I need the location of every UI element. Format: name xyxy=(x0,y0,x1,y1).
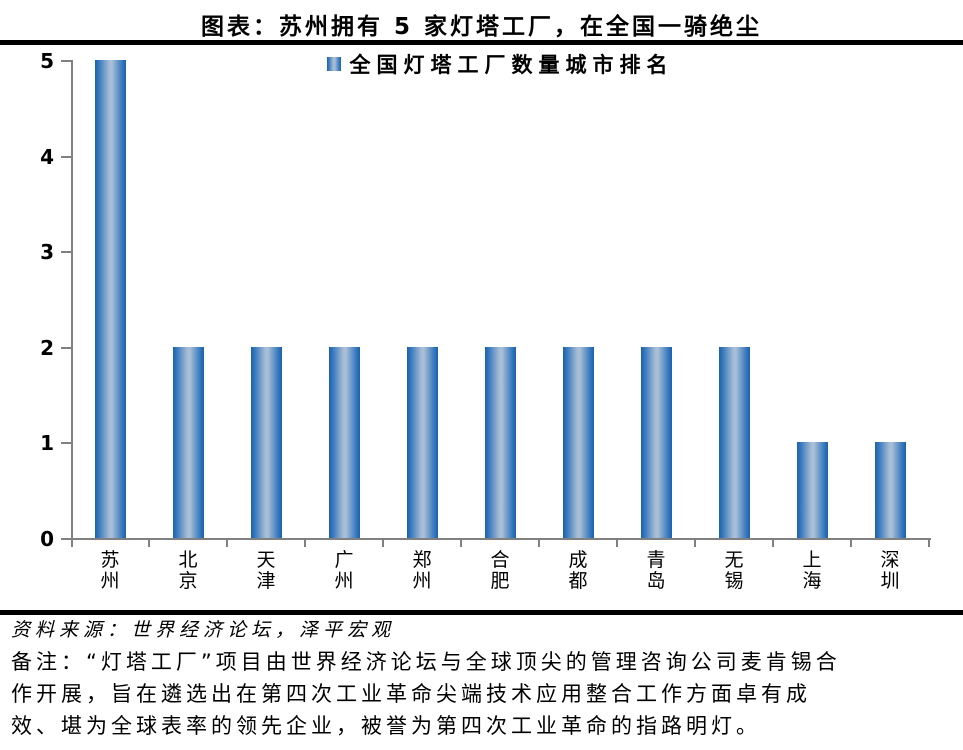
legend-label: 全国灯塔工厂数量城市排名 xyxy=(349,53,674,77)
y-tick-label: 3 xyxy=(40,240,54,265)
legend-marker-icon xyxy=(326,57,341,71)
y-tick-label: 4 xyxy=(40,144,54,169)
note-line: 效、堪为全球表率的领先企业，被誉为第四次工业革命的指路明灯。 xyxy=(11,714,761,738)
y-tick xyxy=(61,60,71,62)
bar xyxy=(94,60,126,538)
note-block: 备注：“灯塔工厂”项目由世界经济论坛与全球顶尖的管理咨询公司麦肯锡合 作开展，旨在… xyxy=(11,646,956,742)
x-tick-label: 上 海 xyxy=(802,549,822,592)
bar xyxy=(874,442,906,538)
top-divider xyxy=(0,40,963,45)
x-tick-label: 合 肥 xyxy=(490,549,510,592)
x-tick xyxy=(850,540,852,547)
bar xyxy=(484,346,516,538)
bar xyxy=(718,346,750,538)
y-tick xyxy=(61,442,71,445)
x-axis xyxy=(71,538,931,540)
x-tick-label: 成 都 xyxy=(568,549,588,592)
y-tick-label: 0 xyxy=(40,527,54,551)
x-tick-label: 郑 州 xyxy=(412,549,432,592)
x-tick xyxy=(148,540,150,547)
note-line: 备注：“灯塔工厂”项目由世界经济论坛与全球顶尖的管理咨询公司麦肯锡合 xyxy=(11,650,841,674)
bottom-divider xyxy=(0,610,963,615)
x-tick-label: 北 京 xyxy=(178,549,198,592)
bar xyxy=(172,346,204,538)
x-tick xyxy=(616,540,618,547)
y-tick xyxy=(61,155,71,158)
x-tick-label: 苏 州 xyxy=(100,549,120,592)
bar xyxy=(328,346,360,538)
x-tick xyxy=(538,540,540,547)
bar xyxy=(250,346,282,538)
y-tick-label: 1 xyxy=(40,431,54,456)
y-tick xyxy=(61,538,71,540)
y-tick-label: 5 xyxy=(40,49,54,73)
note-line: 作开展，旨在遴选出在第四次工业革命尖端技术应用整合工作方面卓有成 xyxy=(11,682,811,706)
bar xyxy=(640,346,672,538)
bar xyxy=(562,346,594,538)
source-line: 资料来源：世界经济论坛，泽平宏观 xyxy=(11,619,396,641)
x-tick xyxy=(694,540,696,547)
x-tick-label: 天 津 xyxy=(256,549,276,592)
bar xyxy=(796,442,828,538)
x-tick xyxy=(382,540,384,547)
bar xyxy=(406,346,438,538)
chart-legend: 全国灯塔工厂数量城市排名 xyxy=(71,52,929,77)
x-tick xyxy=(304,540,306,547)
bar-chart: 全国灯塔工厂数量城市排名 0 1 2 3 4 5 苏 州 北 京 天 津 广 州 郑 州 合 肥 成 都… xyxy=(40,49,931,592)
x-tick xyxy=(460,540,462,547)
y-tick xyxy=(61,251,71,254)
x-tick xyxy=(928,540,930,547)
x-tick-label: 广 州 xyxy=(334,549,354,592)
y-tick xyxy=(61,346,71,349)
x-tick-label: 深 圳 xyxy=(880,549,900,592)
y-tick-label: 2 xyxy=(40,335,54,360)
chart-title: 图表：苏州拥有 5 家灯塔工厂，在全国一骑绝尘 xyxy=(200,14,763,40)
x-tick-label: 青 岛 xyxy=(646,549,666,592)
x-tick xyxy=(226,540,228,547)
x-tick xyxy=(772,540,774,547)
x-tick-label: 无 锡 xyxy=(724,549,744,592)
y-axis xyxy=(71,60,73,547)
